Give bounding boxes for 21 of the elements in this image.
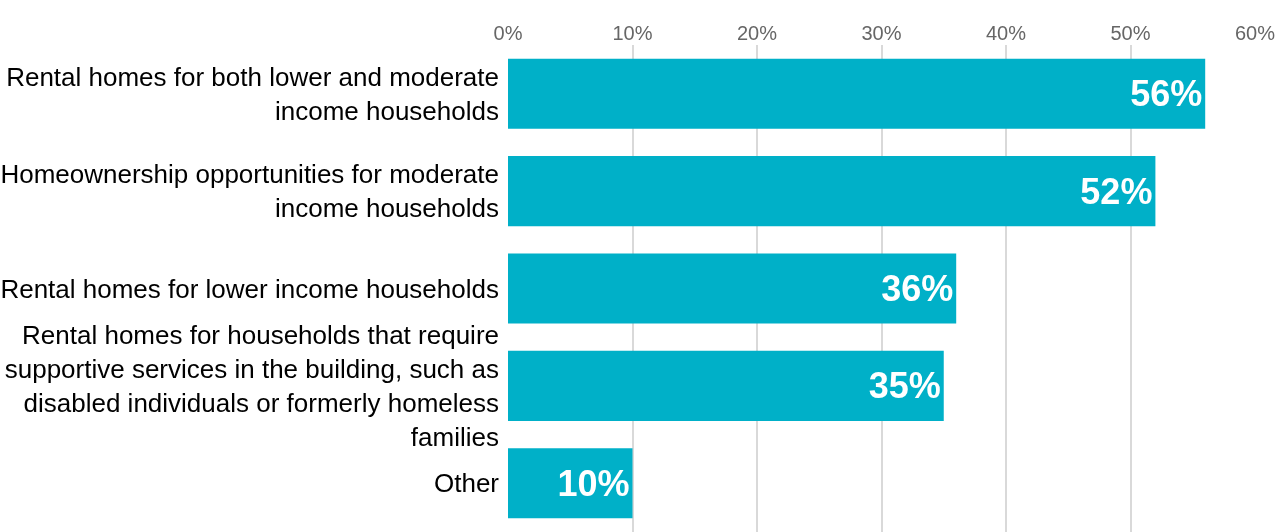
y-tick-label: Rental homes for both lower and moderate income households (6, 61, 499, 126)
x-tick-label: 0% (493, 22, 523, 44)
x-tick-label: 30% (861, 22, 902, 44)
bar (508, 58, 1206, 129)
data-label: 36% (881, 268, 954, 309)
x-tick-label: 10% (612, 22, 653, 44)
data-label: 35% (868, 365, 941, 407)
y-tick-label: Rental homes for lower income households (0, 273, 499, 304)
x-tick-label: 40% (985, 22, 1027, 44)
x-tick-label: 20% (736, 22, 778, 44)
bar (508, 156, 1156, 227)
y-tick-label: Other (433, 468, 500, 499)
bar (508, 253, 957, 324)
bar (508, 350, 944, 421)
data-label: 10% (557, 462, 630, 504)
y-tick-label: Homeownership opportunities for moderate income households (0, 159, 499, 224)
data-label: 52% (1080, 170, 1153, 212)
x-tick-label: 60% (1234, 22, 1276, 44)
x-tick-label: 50% (1110, 22, 1151, 44)
data-label: 56% (1130, 73, 1203, 115)
y-tick-label: Rental homes for households that require supportive services in the building, such as disabled individuals or formerly homeless families (4, 320, 499, 452)
